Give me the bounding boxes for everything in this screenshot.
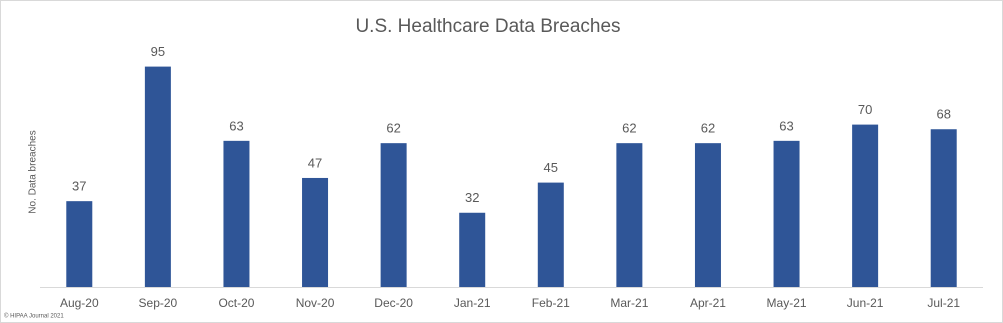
x-tick-label: May-21 bbox=[767, 296, 807, 310]
x-tick-label: Jan-21 bbox=[454, 296, 491, 310]
value-label: 70 bbox=[858, 102, 872, 117]
x-tick-label: Jun-21 bbox=[847, 296, 884, 310]
bar bbox=[773, 140, 800, 287]
x-tick-label: Aug-20 bbox=[60, 296, 99, 310]
bar bbox=[302, 177, 329, 287]
value-label: 62 bbox=[386, 121, 400, 136]
bar bbox=[223, 140, 250, 287]
value-label: 32 bbox=[465, 190, 479, 205]
value-label: 68 bbox=[936, 107, 950, 122]
value-label: 37 bbox=[72, 179, 86, 194]
x-tick-label: Sep-20 bbox=[139, 296, 178, 310]
value-label: 95 bbox=[151, 44, 165, 59]
source-note: © HIPAA Journal 2021 bbox=[4, 313, 64, 320]
value-label: 63 bbox=[229, 118, 243, 133]
x-tick-label: Mar-21 bbox=[610, 296, 648, 310]
x-tick-label: Apr-21 bbox=[690, 296, 726, 310]
value-label: 47 bbox=[308, 155, 322, 170]
value-label: 62 bbox=[622, 121, 636, 136]
x-tick-label: Feb-21 bbox=[532, 296, 570, 310]
bar bbox=[537, 182, 564, 287]
x-tick-label: Oct-20 bbox=[218, 296, 254, 310]
bar bbox=[852, 124, 879, 287]
bar bbox=[616, 143, 643, 287]
chart-title: U.S. Healthcare Data Breaches bbox=[355, 16, 620, 37]
bar bbox=[380, 143, 407, 287]
x-tick-label: Jul-21 bbox=[927, 296, 960, 310]
bar bbox=[459, 212, 486, 287]
bar bbox=[66, 201, 93, 287]
y-axis-label: No. Data breaches bbox=[28, 130, 39, 213]
value-label: 45 bbox=[544, 160, 558, 175]
bar bbox=[930, 129, 957, 287]
value-label: 62 bbox=[701, 121, 715, 136]
bar bbox=[694, 143, 721, 287]
bar bbox=[144, 66, 171, 287]
x-tick-label: Nov-20 bbox=[296, 296, 335, 310]
value-label: 63 bbox=[779, 118, 793, 133]
x-tick-label: Dec-20 bbox=[374, 296, 413, 310]
